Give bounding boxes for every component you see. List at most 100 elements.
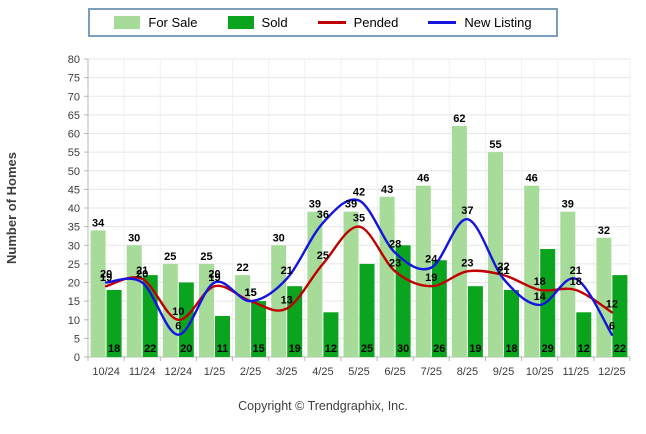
legend-label-for-sale: For Sale xyxy=(148,15,198,30)
y-tick-label: 40 xyxy=(68,203,80,215)
x-tick-label: 8/25 xyxy=(457,366,478,378)
pended-value-label: 15 xyxy=(244,287,256,299)
sold-bar xyxy=(612,275,628,357)
y-tick-label: 75 xyxy=(68,73,80,85)
pended-value-label: 19 xyxy=(425,272,437,284)
for-sale-bar xyxy=(343,211,359,357)
for-sale-bar xyxy=(307,211,323,357)
new-listing-value-label: 6 xyxy=(609,321,615,333)
for-sale-value-label: 55 xyxy=(489,139,501,151)
pended-value-label: 25 xyxy=(317,250,329,262)
y-tick-label: 35 xyxy=(68,222,80,234)
pended-value-label: 18 xyxy=(570,276,582,288)
for-sale-value-label: 32 xyxy=(598,225,610,237)
x-tick-label: 11/25 xyxy=(562,366,589,378)
pended-value-label: 22 xyxy=(497,261,509,273)
for-sale-value-label: 39 xyxy=(345,199,357,211)
sold-value-label: 19 xyxy=(469,343,481,355)
legend-item-sold: Sold xyxy=(227,15,288,30)
pended-value-label: 13 xyxy=(281,295,293,307)
sold-value-label: 15 xyxy=(252,343,264,355)
y-tick-label: 20 xyxy=(68,278,80,290)
for-sale-swatch-icon xyxy=(114,16,141,29)
pended-value-label: 21 xyxy=(136,265,148,277)
for-sale-bar xyxy=(524,185,540,358)
new-listing-value-label: 14 xyxy=(534,291,547,303)
pended-value-label: 19 xyxy=(100,272,112,284)
sold-value-label: 30 xyxy=(397,343,409,355)
y-tick-label: 65 xyxy=(68,110,80,122)
sold-value-label: 12 xyxy=(578,343,590,355)
sold-bar xyxy=(215,316,230,357)
new-listing-value-label: 15 xyxy=(244,287,256,299)
y-tick-label: 80 xyxy=(68,54,80,66)
for-sale-bar xyxy=(560,211,576,357)
sold-bar xyxy=(142,275,158,357)
sold-value-label: 12 xyxy=(325,343,337,355)
pended-swatch-icon xyxy=(317,21,346,24)
pended-value-label: 10 xyxy=(172,306,184,318)
sold-value-label: 18 xyxy=(108,343,120,355)
y-tick-label: 30 xyxy=(68,240,80,252)
for-sale-value-label: 22 xyxy=(236,262,248,274)
x-tick-label: 5/25 xyxy=(348,366,369,378)
copyright-text: Copyright © Trendgraphix, Inc. xyxy=(238,399,408,413)
x-tick-label: 12/25 xyxy=(598,366,626,378)
new-listing-swatch-icon xyxy=(428,21,457,24)
new-listing-value-label: 21 xyxy=(570,265,582,277)
for-sale-value-label: 34 xyxy=(92,217,105,229)
for-sale-bar xyxy=(451,126,467,357)
sold-bar xyxy=(106,290,122,358)
x-tick-label: 2/25 xyxy=(240,366,261,378)
new-listing-value-label: 37 xyxy=(461,205,473,217)
for-sale-value-label: 39 xyxy=(562,199,574,211)
legend-item-pended: Pended xyxy=(317,15,399,30)
chart-area: 0 5 10 15 20 25 30 35 40 45 50 55 60 65 70 75 80 34 18 19 20… xyxy=(0,44,646,389)
new-listing-value-label: 21 xyxy=(281,265,293,277)
for-sale-bar xyxy=(126,245,142,358)
sold-value-label: 22 xyxy=(144,343,156,355)
new-listing-value-label: 6 xyxy=(175,321,181,333)
sold-value-label: 25 xyxy=(361,343,373,355)
x-tick-label: 11/24 xyxy=(129,366,156,378)
legend-item-new-listing: New Listing xyxy=(428,15,532,30)
for-sale-value-label: 25 xyxy=(164,251,176,263)
for-sale-value-label: 46 xyxy=(417,173,429,185)
for-sale-value-label: 62 xyxy=(453,113,465,125)
new-listing-value-label: 20 xyxy=(208,269,220,281)
for-sale-value-label: 30 xyxy=(128,232,140,244)
sold-bar xyxy=(178,282,194,357)
new-listing-line xyxy=(104,198,614,336)
sold-bar xyxy=(467,286,483,357)
y-tick-label: 15 xyxy=(68,296,80,308)
sold-value-label: 26 xyxy=(433,343,445,355)
legend-label-pended: Pended xyxy=(353,15,399,30)
sold-value-label: 11 xyxy=(217,343,229,355)
for-sale-value-label: 46 xyxy=(526,173,538,185)
legend: For Sale Sold Pended New Listing xyxy=(88,8,558,37)
for-sale-bar xyxy=(415,185,431,358)
pended-value-label: 18 xyxy=(534,276,546,288)
y-tick-label: 70 xyxy=(68,91,80,103)
legend-row: For Sale Sold Pended New Listing xyxy=(0,8,646,37)
new-listing-value-label: 42 xyxy=(353,187,365,199)
legend-label-sold: Sold xyxy=(261,15,288,30)
sold-value-label: 20 xyxy=(180,343,192,355)
pended-value-label: 12 xyxy=(606,298,618,310)
sold-bar xyxy=(359,263,375,357)
for-sale-value-label: 30 xyxy=(273,232,285,244)
pended-value-label: 35 xyxy=(353,213,365,225)
sold-value-label: 19 xyxy=(289,343,301,355)
y-tick-label: 25 xyxy=(68,259,80,271)
for-sale-bar xyxy=(488,152,503,357)
for-sale-value-label: 25 xyxy=(200,251,212,263)
new-listing-value-label: 21 xyxy=(497,265,509,277)
pended-line xyxy=(104,225,614,321)
homes-chart: 0510152025303540455055606570758034181920… xyxy=(4,54,631,378)
sold-bar xyxy=(287,286,303,357)
x-tick-label: 10/24 xyxy=(92,366,120,378)
new-listing-value-label: 24 xyxy=(425,254,438,266)
legend-item-for-sale: For Sale xyxy=(114,15,198,30)
sold-value-label: 18 xyxy=(505,343,517,355)
